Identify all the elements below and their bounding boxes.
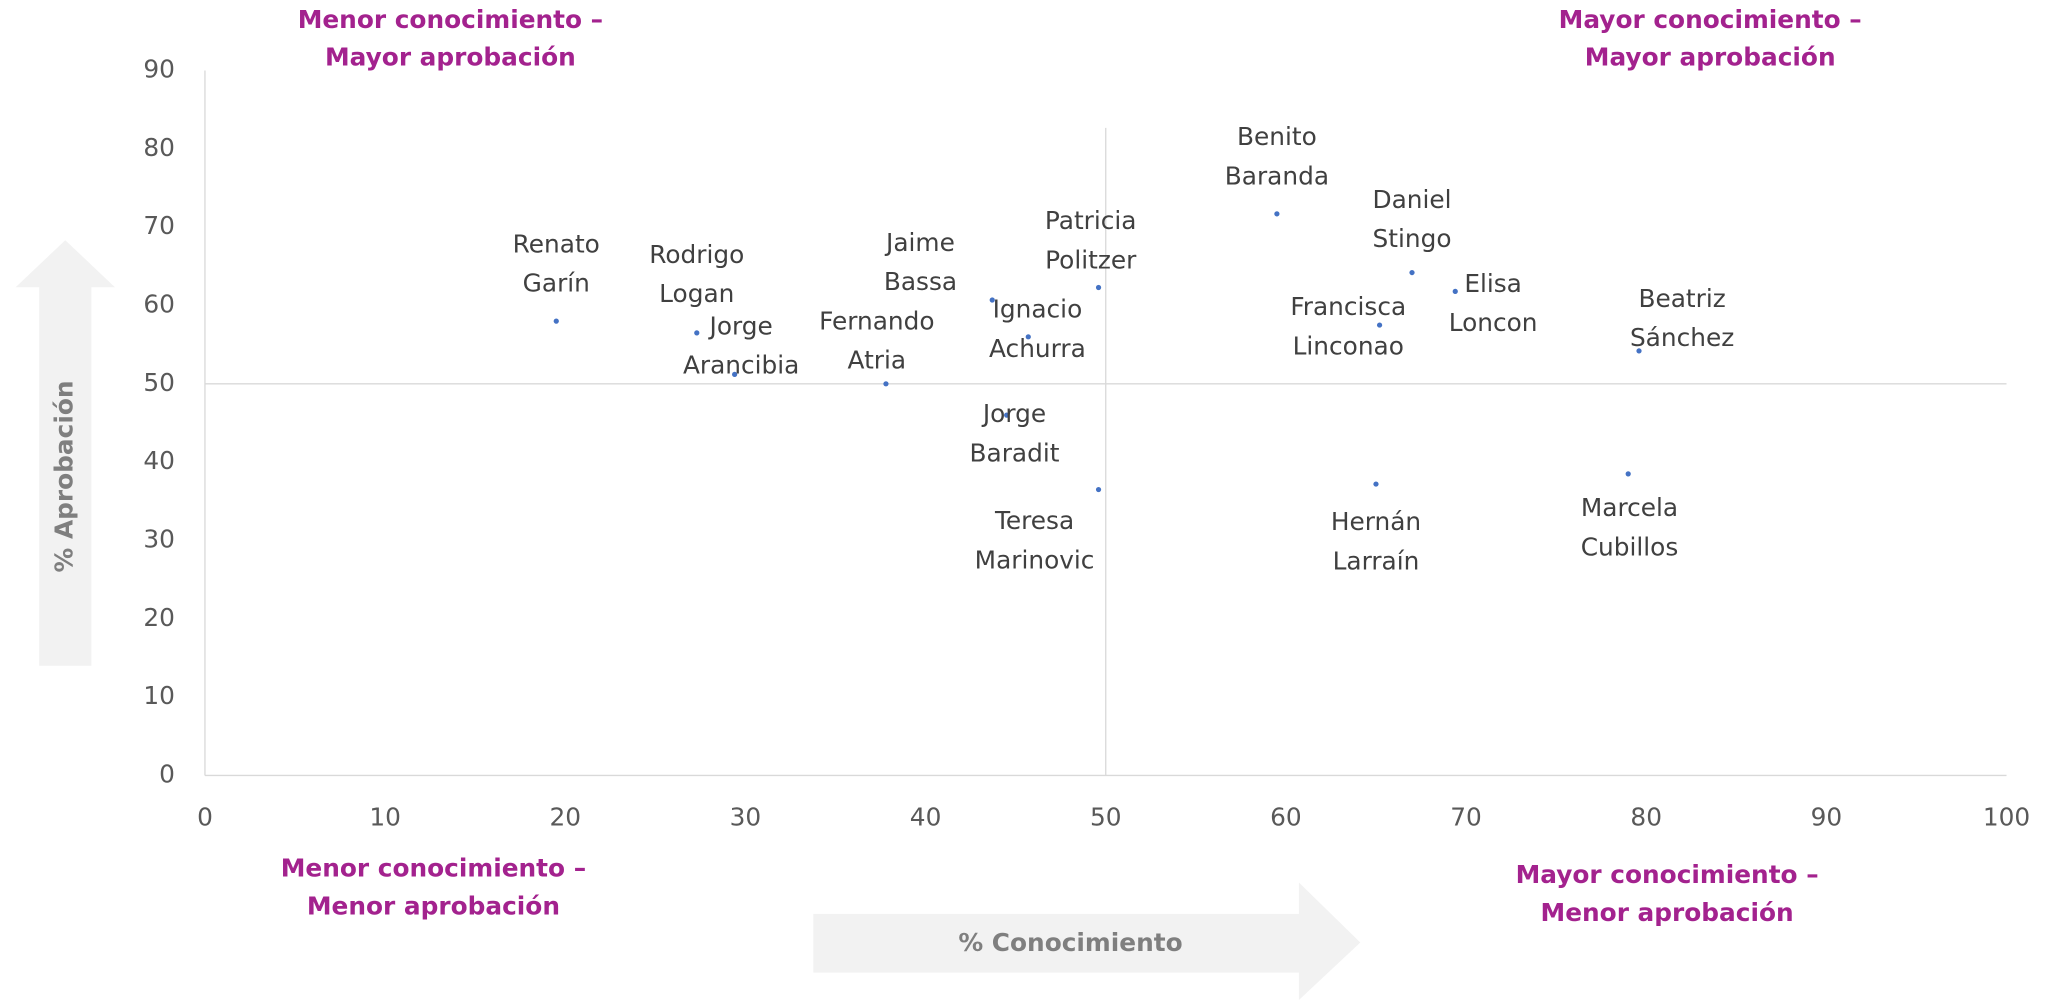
y-axis-title: % Aprobación xyxy=(49,380,78,572)
point-label: Marinovic xyxy=(975,545,1095,574)
point-label: Linconao xyxy=(1293,331,1404,360)
x-tick-label: 80 xyxy=(1630,803,1662,832)
point xyxy=(1025,334,1031,340)
point-label: Cubillos xyxy=(1581,532,1679,561)
point xyxy=(989,297,995,303)
y-tick-label: 80 xyxy=(143,133,175,162)
x-tick-label: 40 xyxy=(910,803,942,832)
point xyxy=(732,371,738,378)
point-label: Francisca xyxy=(1290,292,1406,321)
point xyxy=(883,381,889,387)
y-tick-label: 20 xyxy=(143,603,175,632)
point-label: Daniel xyxy=(1372,185,1451,214)
quadrant-label: Mayor aprobación xyxy=(325,43,576,72)
point-label: Elisa xyxy=(1464,269,1522,298)
quadrant-label: Menor aprobación xyxy=(1541,898,1794,927)
y-arrow xyxy=(15,240,115,666)
x-tick-label: 10 xyxy=(369,803,401,832)
quadrant-label: Mayor conocimiento – xyxy=(1559,5,1862,34)
y-tick-label: 40 xyxy=(143,446,175,475)
point-label: Arancibia xyxy=(683,351,799,380)
point-label: Ignacio xyxy=(993,295,1083,324)
point xyxy=(1625,471,1631,477)
y-tick-label: 50 xyxy=(143,368,175,397)
x-tick-label: 60 xyxy=(1270,803,1302,832)
x-tick-label: 20 xyxy=(549,803,581,832)
point xyxy=(1095,486,1102,493)
point xyxy=(1409,269,1415,276)
point xyxy=(1376,322,1383,328)
point-label: Jorge xyxy=(708,311,773,340)
point xyxy=(1452,288,1458,294)
point xyxy=(1373,481,1379,487)
quadrant-label: Menor conocimiento – xyxy=(298,5,603,34)
point xyxy=(1636,348,1642,354)
point-label: Beatriz xyxy=(1638,284,1725,313)
point-label: Sánchez xyxy=(1630,323,1734,352)
point-label: Garín xyxy=(523,269,590,298)
point xyxy=(1095,284,1102,291)
point-label: Loncon xyxy=(1449,308,1538,337)
point-label: Fernando xyxy=(819,306,934,335)
quadrant-label: Mayor conocimiento – xyxy=(1516,860,1819,889)
x-tick-label: 70 xyxy=(1450,803,1482,832)
point xyxy=(1004,412,1010,418)
x-arrow xyxy=(813,882,1361,1000)
point-label: Marcela xyxy=(1581,493,1678,522)
point-label: Achurra xyxy=(989,334,1086,363)
x-tick-label: 50 xyxy=(1090,803,1122,832)
point-label: Jorge xyxy=(981,399,1046,428)
point-label: Atria xyxy=(848,346,907,375)
point-label: Logan xyxy=(659,279,734,308)
quadrant-label: Menor conocimiento – xyxy=(281,853,586,882)
y-tick-label: 60 xyxy=(143,289,175,318)
point-label: Jaime xyxy=(884,228,955,257)
point-label: Bassa xyxy=(884,267,957,296)
point-label: Baradit xyxy=(970,438,1060,467)
point-label: Renato xyxy=(513,229,600,258)
point xyxy=(553,318,559,324)
x-tick-label: 90 xyxy=(1811,803,1843,832)
y-tick-label: 10 xyxy=(143,681,175,710)
point-label: Rodrigo xyxy=(649,240,744,269)
x-axis-title: % Conocimiento xyxy=(958,928,1182,957)
point-label: Larraín xyxy=(1333,546,1420,575)
point-label: Stingo xyxy=(1373,224,1452,253)
y-tick-label: 70 xyxy=(143,211,175,240)
x-tick-label: 0 xyxy=(197,803,213,832)
point-label: Hernán xyxy=(1331,507,1421,536)
y-tick-label: 30 xyxy=(143,524,175,553)
quadrant-label: Mayor aprobación xyxy=(1585,43,1836,72)
x-tick-label: 100 xyxy=(1983,803,2030,832)
point-label: Baranda xyxy=(1225,161,1329,190)
x-tick-label: 30 xyxy=(730,803,762,832)
point-label: Politzer xyxy=(1045,245,1137,274)
quadrant-label: Menor aprobación xyxy=(307,891,560,920)
point xyxy=(694,330,700,336)
point-label: Patricia xyxy=(1045,206,1137,235)
y-tick-label: 0 xyxy=(159,759,175,788)
point xyxy=(1274,211,1280,217)
point-label: Benito xyxy=(1237,122,1317,151)
y-tick-label: 90 xyxy=(143,54,175,83)
point-label: Teresa xyxy=(994,506,1074,535)
